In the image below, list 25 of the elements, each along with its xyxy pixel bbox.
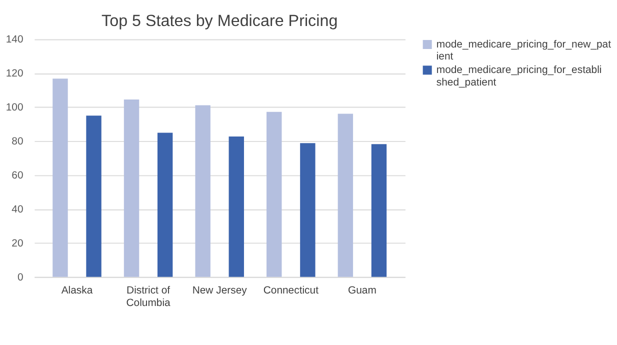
bar xyxy=(157,132,173,277)
y-tick-label: 80 xyxy=(12,136,24,148)
bar xyxy=(371,144,387,277)
x-tick-label: District of Columbia xyxy=(126,286,171,309)
x-tick-label: New Jersey xyxy=(192,286,248,297)
y-tick-label: 120 xyxy=(6,68,24,80)
y-tick-label: 40 xyxy=(12,204,24,216)
legend-label: mode_medicare_pricing_for_established_patient xyxy=(436,65,602,88)
y-tick-label: 20 xyxy=(12,238,24,250)
x-tick-label: Alaska xyxy=(61,286,93,297)
bar xyxy=(300,143,316,277)
bar xyxy=(86,116,102,277)
bar xyxy=(228,136,244,277)
bar xyxy=(52,78,68,277)
y-tick-label: 140 xyxy=(6,34,24,46)
bar xyxy=(195,105,210,277)
y-tick-label: 100 xyxy=(6,102,24,114)
y-tick-label: 60 xyxy=(12,170,24,182)
bar xyxy=(124,100,140,277)
bar xyxy=(338,114,354,277)
bar xyxy=(266,112,282,277)
x-tick-label: Guam xyxy=(348,286,376,297)
y-tick-label: 0 xyxy=(17,272,24,284)
x-tick-label: Connecticut xyxy=(263,286,319,297)
chart-title: Top 5 States by Medicare Pricing xyxy=(102,12,338,30)
